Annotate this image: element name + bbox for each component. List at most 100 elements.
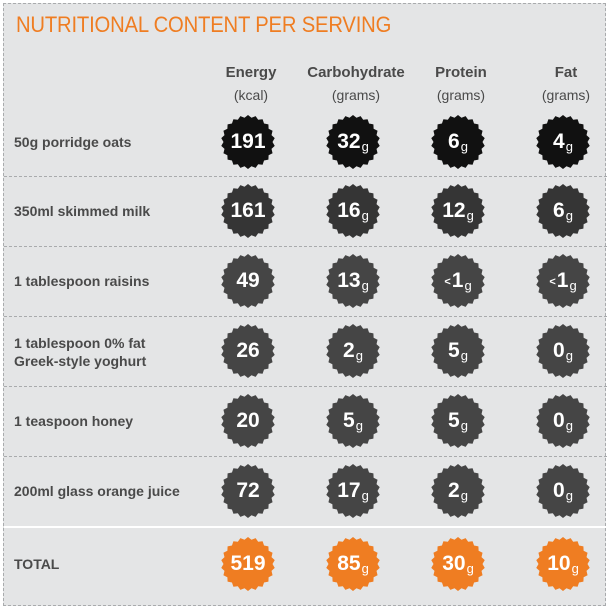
badge-value: 10 [547, 552, 571, 575]
less-than-sign: < [549, 276, 556, 288]
badge-seal [326, 537, 380, 591]
badge-seal [536, 324, 590, 378]
badge-value: 4 [553, 130, 565, 153]
total-badge-protein: 30 g [430, 536, 486, 592]
column-header-carbohydrate: Carbohydrate (grams) [296, 62, 416, 106]
gram-unit: g [460, 138, 468, 154]
gram-unit: g [466, 560, 474, 576]
badge-shape [431, 115, 485, 169]
badge-seal [221, 464, 275, 518]
badge-seal [431, 394, 485, 448]
badge-energy: 161 [220, 183, 276, 239]
badge-seal [536, 115, 590, 169]
badge-text: 26 [220, 323, 276, 379]
badge-protein: <1 g [430, 253, 486, 309]
badge-value: 0 [553, 339, 565, 362]
badge-seal [326, 115, 380, 169]
gram-unit: g [361, 277, 369, 293]
badge-shape [431, 254, 485, 308]
badge-seal [326, 324, 380, 378]
badge-shape [221, 394, 275, 448]
badge-text: <1 g [430, 253, 486, 309]
column-header-fat: Fat (grams) [506, 62, 611, 106]
badge-shape [221, 464, 275, 518]
row-divider [4, 316, 607, 317]
gram-unit: g [565, 487, 573, 503]
badge-fat: <1 g [535, 253, 591, 309]
badge-value: 85 [337, 552, 361, 575]
badge-value: 6 [553, 199, 565, 222]
badge-seal [536, 254, 590, 308]
badge-shape [431, 537, 485, 591]
row-divider [4, 526, 607, 528]
badge-text: 32 g [325, 114, 381, 170]
badge-shape [221, 184, 275, 238]
badge-energy: 72 [220, 463, 276, 519]
badge-shape [221, 115, 275, 169]
badge-value: 161 [230, 199, 266, 222]
badge-value: 16 [337, 199, 361, 222]
badge-seal [221, 394, 275, 448]
badge-shape [221, 537, 275, 591]
less-than-sign: < [444, 276, 451, 288]
total-badge-carbohydrate: 85 g [325, 536, 381, 592]
badge-text: 191 [220, 114, 276, 170]
badge-seal [431, 254, 485, 308]
badge-energy: 191 [220, 114, 276, 170]
gram-unit: g [565, 207, 573, 223]
column-unit: (grams) [541, 87, 591, 103]
panel-title: NUTRITIONAL CONTENT PER SERVING [16, 12, 392, 37]
badge-value: 5 [343, 409, 355, 432]
badge-value: 72 [236, 479, 260, 502]
gram-unit: g [569, 277, 577, 293]
total-label: TOTAL [14, 556, 60, 572]
column-name: Energy [225, 64, 277, 81]
badge-seal [221, 184, 275, 238]
column-unit: (grams) [436, 87, 486, 103]
badge-text: 20 [220, 393, 276, 449]
badge-shape [536, 115, 590, 169]
badge-seal [326, 464, 380, 518]
badge-seal [536, 464, 590, 518]
badge-value: 30 [442, 552, 466, 575]
badge-shape [431, 184, 485, 238]
badge-shape [221, 254, 275, 308]
badge-shape [326, 464, 380, 518]
badge-text: 17 g [325, 463, 381, 519]
badge-carbohydrate: 13 g [325, 253, 381, 309]
row-divider [4, 176, 607, 177]
badge-seal [431, 184, 485, 238]
badge-energy: 26 [220, 323, 276, 379]
badge-value: 519 [230, 552, 266, 575]
gram-unit: g [355, 417, 363, 433]
gram-unit: g [355, 347, 363, 363]
badge-seal [221, 537, 275, 591]
badge-value: 17 [337, 479, 361, 502]
badge-value: 5 [448, 339, 460, 362]
column-header-energy: Energy (kcal) [191, 62, 311, 106]
badge-seal [221, 115, 275, 169]
row-label: 1 tablespoon raisins [14, 273, 150, 289]
badge-text: 10 g [535, 536, 591, 592]
badge-text: 13 g [325, 253, 381, 309]
badge-value: 2 [448, 479, 460, 502]
badge-value: 1 [556, 269, 569, 292]
badge-text: 12 g [430, 183, 486, 239]
badge-seal [431, 464, 485, 518]
badge-shape [326, 394, 380, 448]
row-divider [4, 386, 607, 387]
badge-seal [536, 184, 590, 238]
